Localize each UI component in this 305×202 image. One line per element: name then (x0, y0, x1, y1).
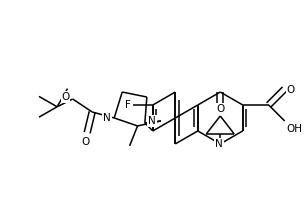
Text: O: O (61, 92, 70, 102)
Text: F: F (125, 100, 131, 110)
Text: N: N (148, 116, 156, 126)
Text: N: N (215, 139, 223, 149)
Text: O: O (216, 104, 224, 114)
Text: N: N (103, 113, 111, 123)
Text: O: O (81, 137, 89, 147)
Text: O: O (287, 85, 295, 95)
Text: OH: OH (287, 124, 303, 134)
